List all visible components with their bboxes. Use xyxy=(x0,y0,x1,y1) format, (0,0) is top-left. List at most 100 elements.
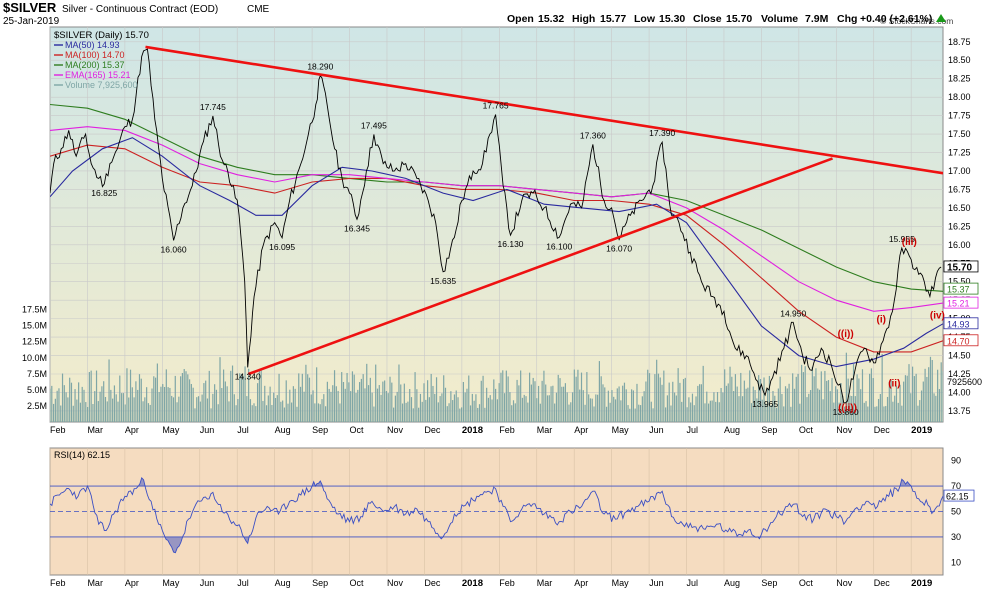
volume-bar xyxy=(117,401,119,422)
volume-bar xyxy=(731,376,733,422)
volume-bar xyxy=(602,384,604,422)
wave-label: ((i)) xyxy=(838,329,854,340)
right-label-box xyxy=(943,296,979,309)
volume-bar xyxy=(915,373,917,422)
volume-bar xyxy=(90,370,92,422)
volume-bar xyxy=(367,385,370,422)
volume-bar xyxy=(298,373,300,422)
price-tick-label: 14.25 xyxy=(948,369,971,379)
volume-bar xyxy=(650,401,652,422)
volume-bar xyxy=(809,390,812,422)
volume-bar xyxy=(299,386,302,422)
volume-bar xyxy=(221,388,223,422)
volume-bar xyxy=(231,365,234,422)
volume-bar xyxy=(543,370,545,422)
volume-bar xyxy=(128,397,130,422)
volume-bar xyxy=(623,382,626,422)
volume-bar xyxy=(317,403,320,422)
price-annotations: 18.290 17.745 17.495 17.765 17.360 17.390 16.8… xyxy=(91,62,915,417)
volume-bar xyxy=(758,375,760,422)
volume-bar xyxy=(496,399,498,422)
volume-bar xyxy=(546,395,549,422)
legend-entry: EMA(165) 15.21 xyxy=(65,70,131,80)
right-label-text: 7925600 xyxy=(947,377,982,387)
volume-bar xyxy=(380,394,382,422)
volume-bar xyxy=(371,392,373,422)
low-label: Low xyxy=(634,13,656,25)
volume-bar xyxy=(69,377,71,422)
price-x-tick-label: 2018 xyxy=(462,425,483,436)
price-annotation: 15.635 xyxy=(430,276,456,286)
price-x-tick-label: Dec xyxy=(874,425,891,435)
price-annotation: 13.965 xyxy=(752,399,778,409)
volume-bar xyxy=(210,408,212,422)
volume-bar xyxy=(140,378,142,422)
price-annotation: 18.290 xyxy=(307,62,333,72)
volume-bar xyxy=(605,406,608,422)
volume-bar xyxy=(865,401,867,422)
volume-bar xyxy=(716,392,719,422)
volume-bar xyxy=(670,405,672,422)
volume-bar xyxy=(869,373,871,422)
price-x-tick-label: Mar xyxy=(87,425,103,435)
right-label-box xyxy=(943,260,979,273)
price-x-tick-label: Aug xyxy=(724,425,740,435)
volume-bar xyxy=(512,400,515,422)
volume-bar xyxy=(616,388,618,422)
volume-bar xyxy=(561,386,563,422)
volume-bar xyxy=(632,390,635,422)
volume-bar xyxy=(162,384,164,422)
volume-bar xyxy=(120,393,123,422)
volume-bar xyxy=(249,399,252,422)
volume-bar xyxy=(410,397,413,422)
volume-bar xyxy=(527,402,529,422)
volume-bar xyxy=(529,372,531,422)
volume-bar xyxy=(641,396,643,422)
price-x-tick-label: Dec xyxy=(424,425,441,435)
volume-bar xyxy=(282,400,284,422)
volume-bar xyxy=(750,403,753,422)
volume-bar xyxy=(935,395,937,422)
volume-bar xyxy=(629,408,631,422)
volume-bar xyxy=(183,368,185,422)
trendline xyxy=(145,45,943,175)
volume-bar xyxy=(838,402,840,422)
rsi-last-box xyxy=(943,489,975,502)
volume-bar xyxy=(793,388,796,422)
volume-bar xyxy=(405,402,407,422)
ma100-line xyxy=(50,144,943,353)
volume-bar xyxy=(530,384,532,422)
volume-bar xyxy=(892,401,894,422)
price-x-tick-label: Sep xyxy=(312,425,328,435)
volume-bar xyxy=(668,382,670,422)
volume-bar xyxy=(584,404,586,422)
price-x-tick-label: Oct xyxy=(350,425,365,435)
volume-bar xyxy=(548,395,550,422)
volume-bar xyxy=(425,399,427,422)
volume-bar xyxy=(659,377,661,422)
volume-bar xyxy=(312,390,314,422)
header-stats: Open 15.32 High 15.77 Low 15.30 Close 15… xyxy=(507,13,946,25)
volume-bar xyxy=(718,402,720,422)
volume-bar xyxy=(498,383,500,422)
volume-bar xyxy=(520,370,522,422)
volume-bar xyxy=(795,376,797,422)
volume-bar xyxy=(908,364,910,422)
wave-label: (iii) xyxy=(902,237,917,248)
price-tick-label: 18.75 xyxy=(948,37,971,47)
volume-bar xyxy=(357,389,359,422)
price-line xyxy=(50,48,942,404)
volume-bar xyxy=(459,408,461,422)
volume-bar xyxy=(829,391,831,422)
volume-bar xyxy=(566,392,568,422)
volume-bar xyxy=(691,393,694,422)
volume-bar xyxy=(682,379,685,422)
volume-bar xyxy=(874,406,876,422)
volume-bar xyxy=(516,379,518,422)
volume-bar xyxy=(452,400,454,422)
volume-bar xyxy=(344,388,346,422)
volume-bar xyxy=(552,385,554,422)
volume-bar xyxy=(256,383,259,422)
volume-bar xyxy=(72,405,74,422)
volume-bar xyxy=(147,403,150,422)
